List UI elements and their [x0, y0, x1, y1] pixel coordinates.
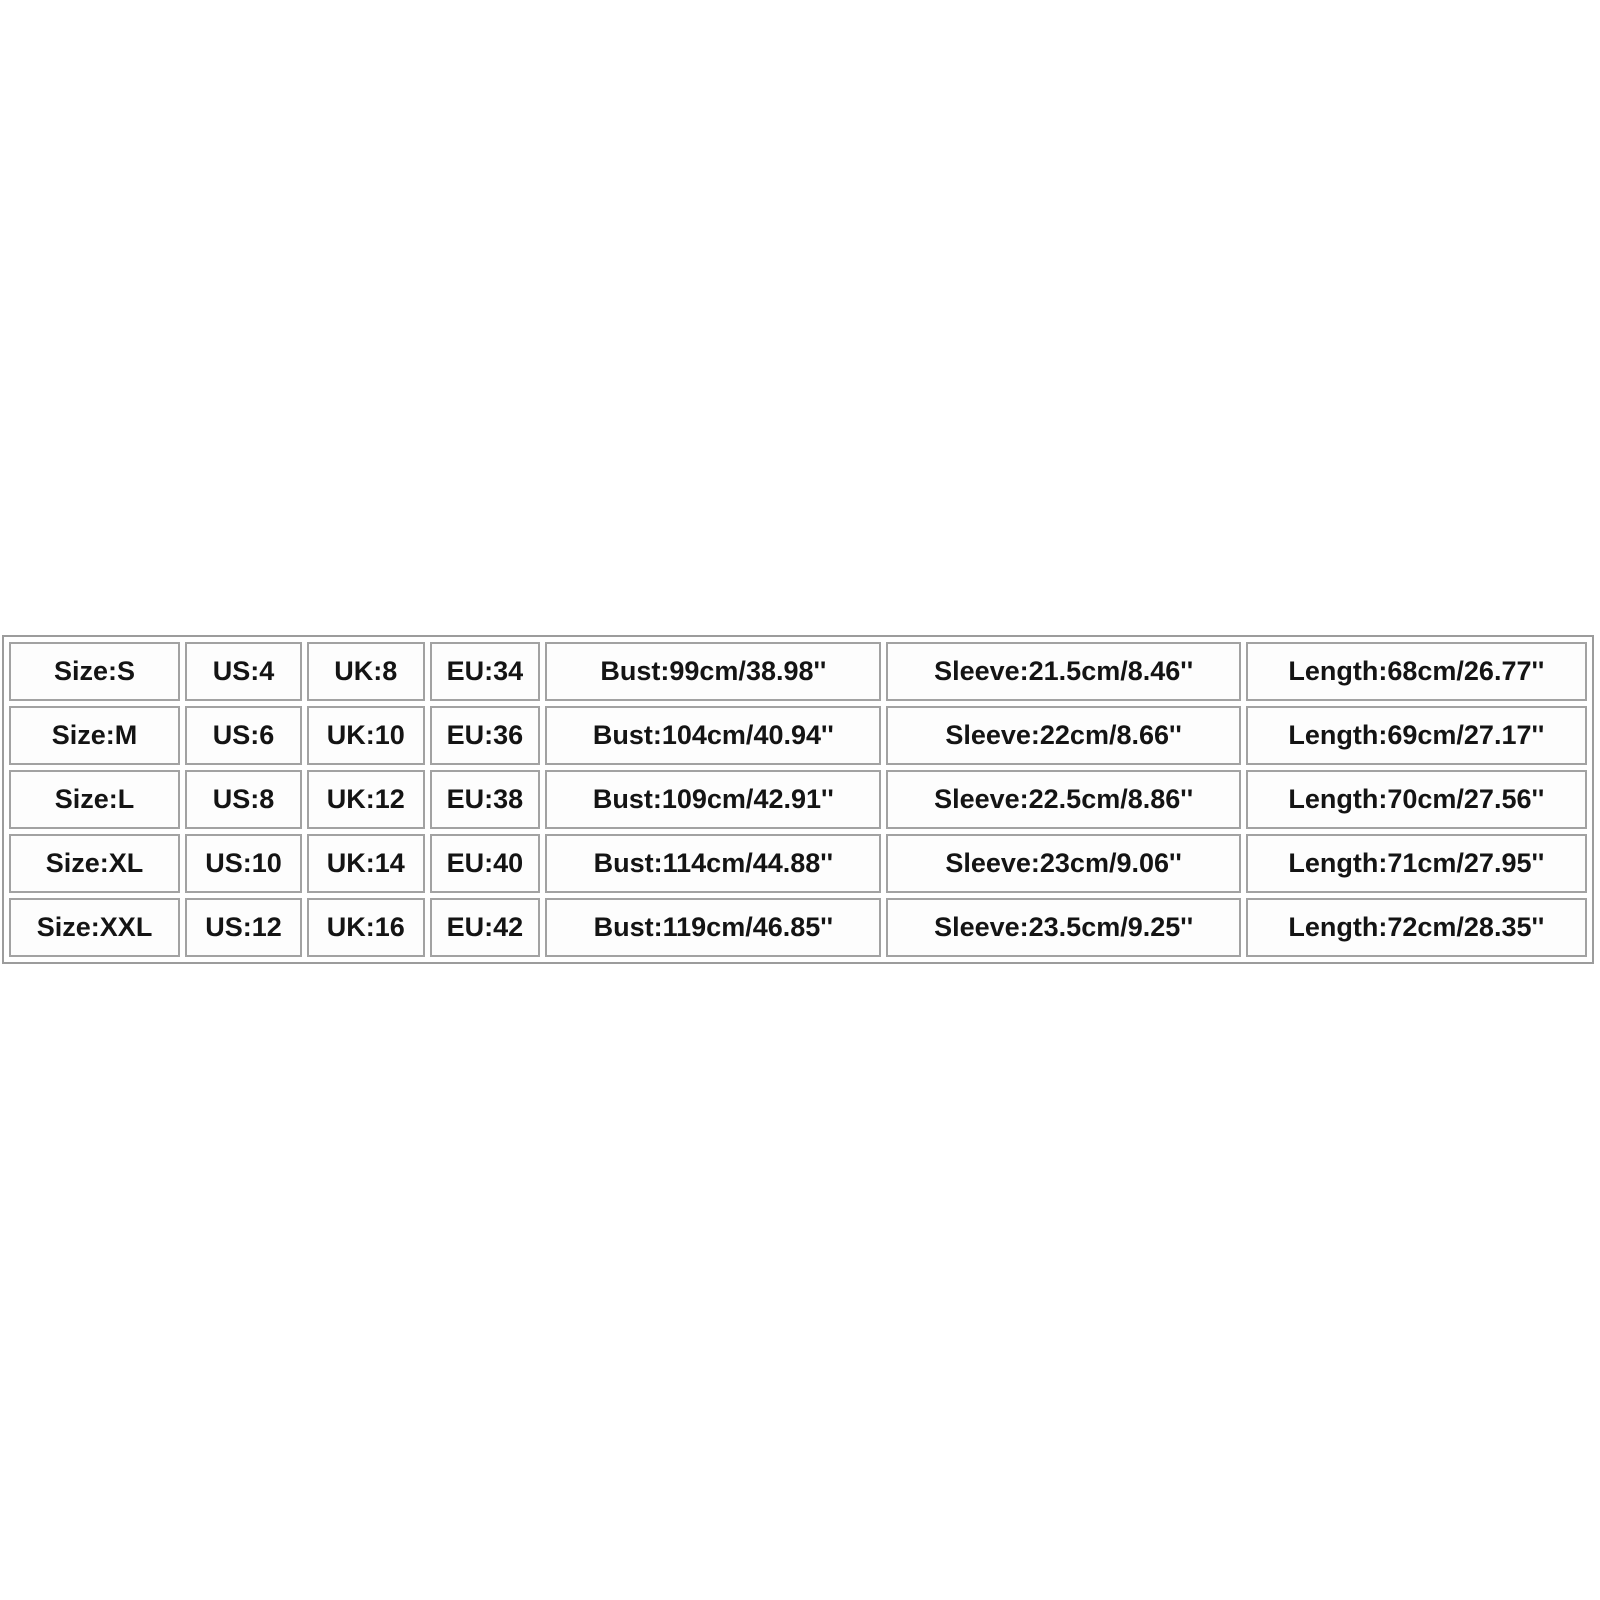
sleeve-cell: Sleeve:22.5cm/8.86'': [886, 770, 1241, 829]
length-cell: Length:69cm/27.17'': [1245, 706, 1587, 765]
size-row-m: Size:M US:6 UK:10 EU:36 Bust:104cm/40.94…: [9, 706, 1587, 765]
bust-cell: Bust:109cm/42.91'': [545, 770, 882, 829]
sleeve-cell: Sleeve:23cm/9.06'': [886, 834, 1241, 893]
size-cell: Size:L: [9, 770, 181, 829]
length-cell: Length:71cm/27.95'': [1245, 834, 1587, 893]
us-cell: US:12: [185, 898, 302, 957]
uk-cell: UK:10: [306, 706, 425, 765]
sleeve-cell: Sleeve:21.5cm/8.46'': [886, 642, 1241, 701]
bust-cell: Bust:99cm/38.98'': [545, 642, 882, 701]
length-cell: Length:68cm/26.77'': [1245, 642, 1587, 701]
size-row-s: Size:S US:4 UK:8 EU:34 Bust:99cm/38.98''…: [9, 642, 1587, 701]
uk-cell: UK:14: [306, 834, 425, 893]
length-cell: Length:70cm/27.56'': [1245, 770, 1587, 829]
size-cell: Size:XL: [9, 834, 181, 893]
eu-cell: EU:40: [429, 834, 541, 893]
sleeve-cell: Sleeve:22cm/8.66'': [886, 706, 1241, 765]
bust-cell: Bust:104cm/40.94'': [545, 706, 882, 765]
eu-cell: EU:36: [429, 706, 541, 765]
uk-cell: UK:16: [306, 898, 425, 957]
size-cell: Size:S: [9, 642, 181, 701]
size-cell: Size:M: [9, 706, 181, 765]
uk-cell: UK:12: [306, 770, 425, 829]
size-row-xxl: Size:XXL US:12 UK:16 EU:42 Bust:119cm/46…: [9, 898, 1587, 957]
us-cell: US:8: [185, 770, 302, 829]
uk-cell: UK:8: [306, 642, 425, 701]
us-cell: US:10: [185, 834, 302, 893]
sleeve-cell: Sleeve:23.5cm/9.25'': [886, 898, 1241, 957]
eu-cell: EU:38: [429, 770, 541, 829]
size-cell: Size:XXL: [9, 898, 181, 957]
eu-cell: EU:34: [429, 642, 541, 701]
length-cell: Length:72cm/28.35'': [1245, 898, 1587, 957]
size-chart-table: Size:S US:4 UK:8 EU:34 Bust:99cm/38.98''…: [2, 635, 1594, 964]
bust-cell: Bust:119cm/46.85'': [545, 898, 882, 957]
us-cell: US:4: [185, 642, 302, 701]
bust-cell: Bust:114cm/44.88'': [545, 834, 882, 893]
size-row-l: Size:L US:8 UK:12 EU:38 Bust:109cm/42.91…: [9, 770, 1587, 829]
us-cell: US:6: [185, 706, 302, 765]
eu-cell: EU:42: [429, 898, 541, 957]
size-row-xl: Size:XL US:10 UK:14 EU:40 Bust:114cm/44.…: [9, 834, 1587, 893]
